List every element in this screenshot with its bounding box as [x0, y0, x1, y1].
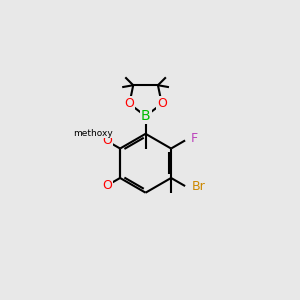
Bar	[77, 128, 112, 140]
Text: O: O	[102, 134, 112, 147]
Bar	[77, 187, 112, 199]
Text: methoxy: methoxy	[73, 129, 113, 138]
Text: O: O	[102, 179, 112, 192]
Text: O: O	[124, 97, 134, 110]
Text: Br: Br	[192, 180, 205, 193]
Text: F: F	[190, 133, 197, 146]
Text: O: O	[157, 97, 167, 110]
Text: B: B	[141, 109, 150, 123]
